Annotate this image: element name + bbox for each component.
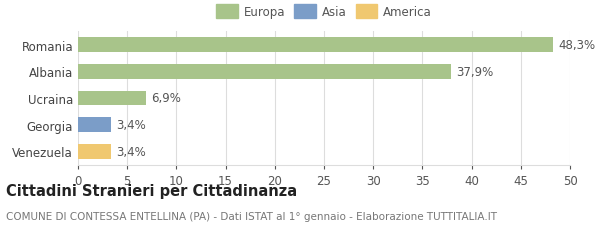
Bar	[78, 65, 451, 79]
Legend: Europa, Asia, America: Europa, Asia, America	[212, 0, 436, 24]
Bar	[78, 38, 553, 53]
Text: 3,4%: 3,4%	[116, 145, 146, 158]
Text: COMUNE DI CONTESSA ENTELLINA (PA) - Dati ISTAT al 1° gennaio - Elaborazione TUTT: COMUNE DI CONTESSA ENTELLINA (PA) - Dati…	[6, 211, 497, 221]
Text: 3,4%: 3,4%	[116, 119, 146, 131]
Bar	[78, 91, 146, 106]
Bar	[78, 118, 112, 132]
Text: Cittadini Stranieri per Cittadinanza: Cittadini Stranieri per Cittadinanza	[6, 183, 297, 198]
Text: 6,9%: 6,9%	[151, 92, 181, 105]
Text: 37,9%: 37,9%	[456, 65, 493, 78]
Text: 48,3%: 48,3%	[558, 39, 595, 52]
Bar	[78, 144, 112, 159]
